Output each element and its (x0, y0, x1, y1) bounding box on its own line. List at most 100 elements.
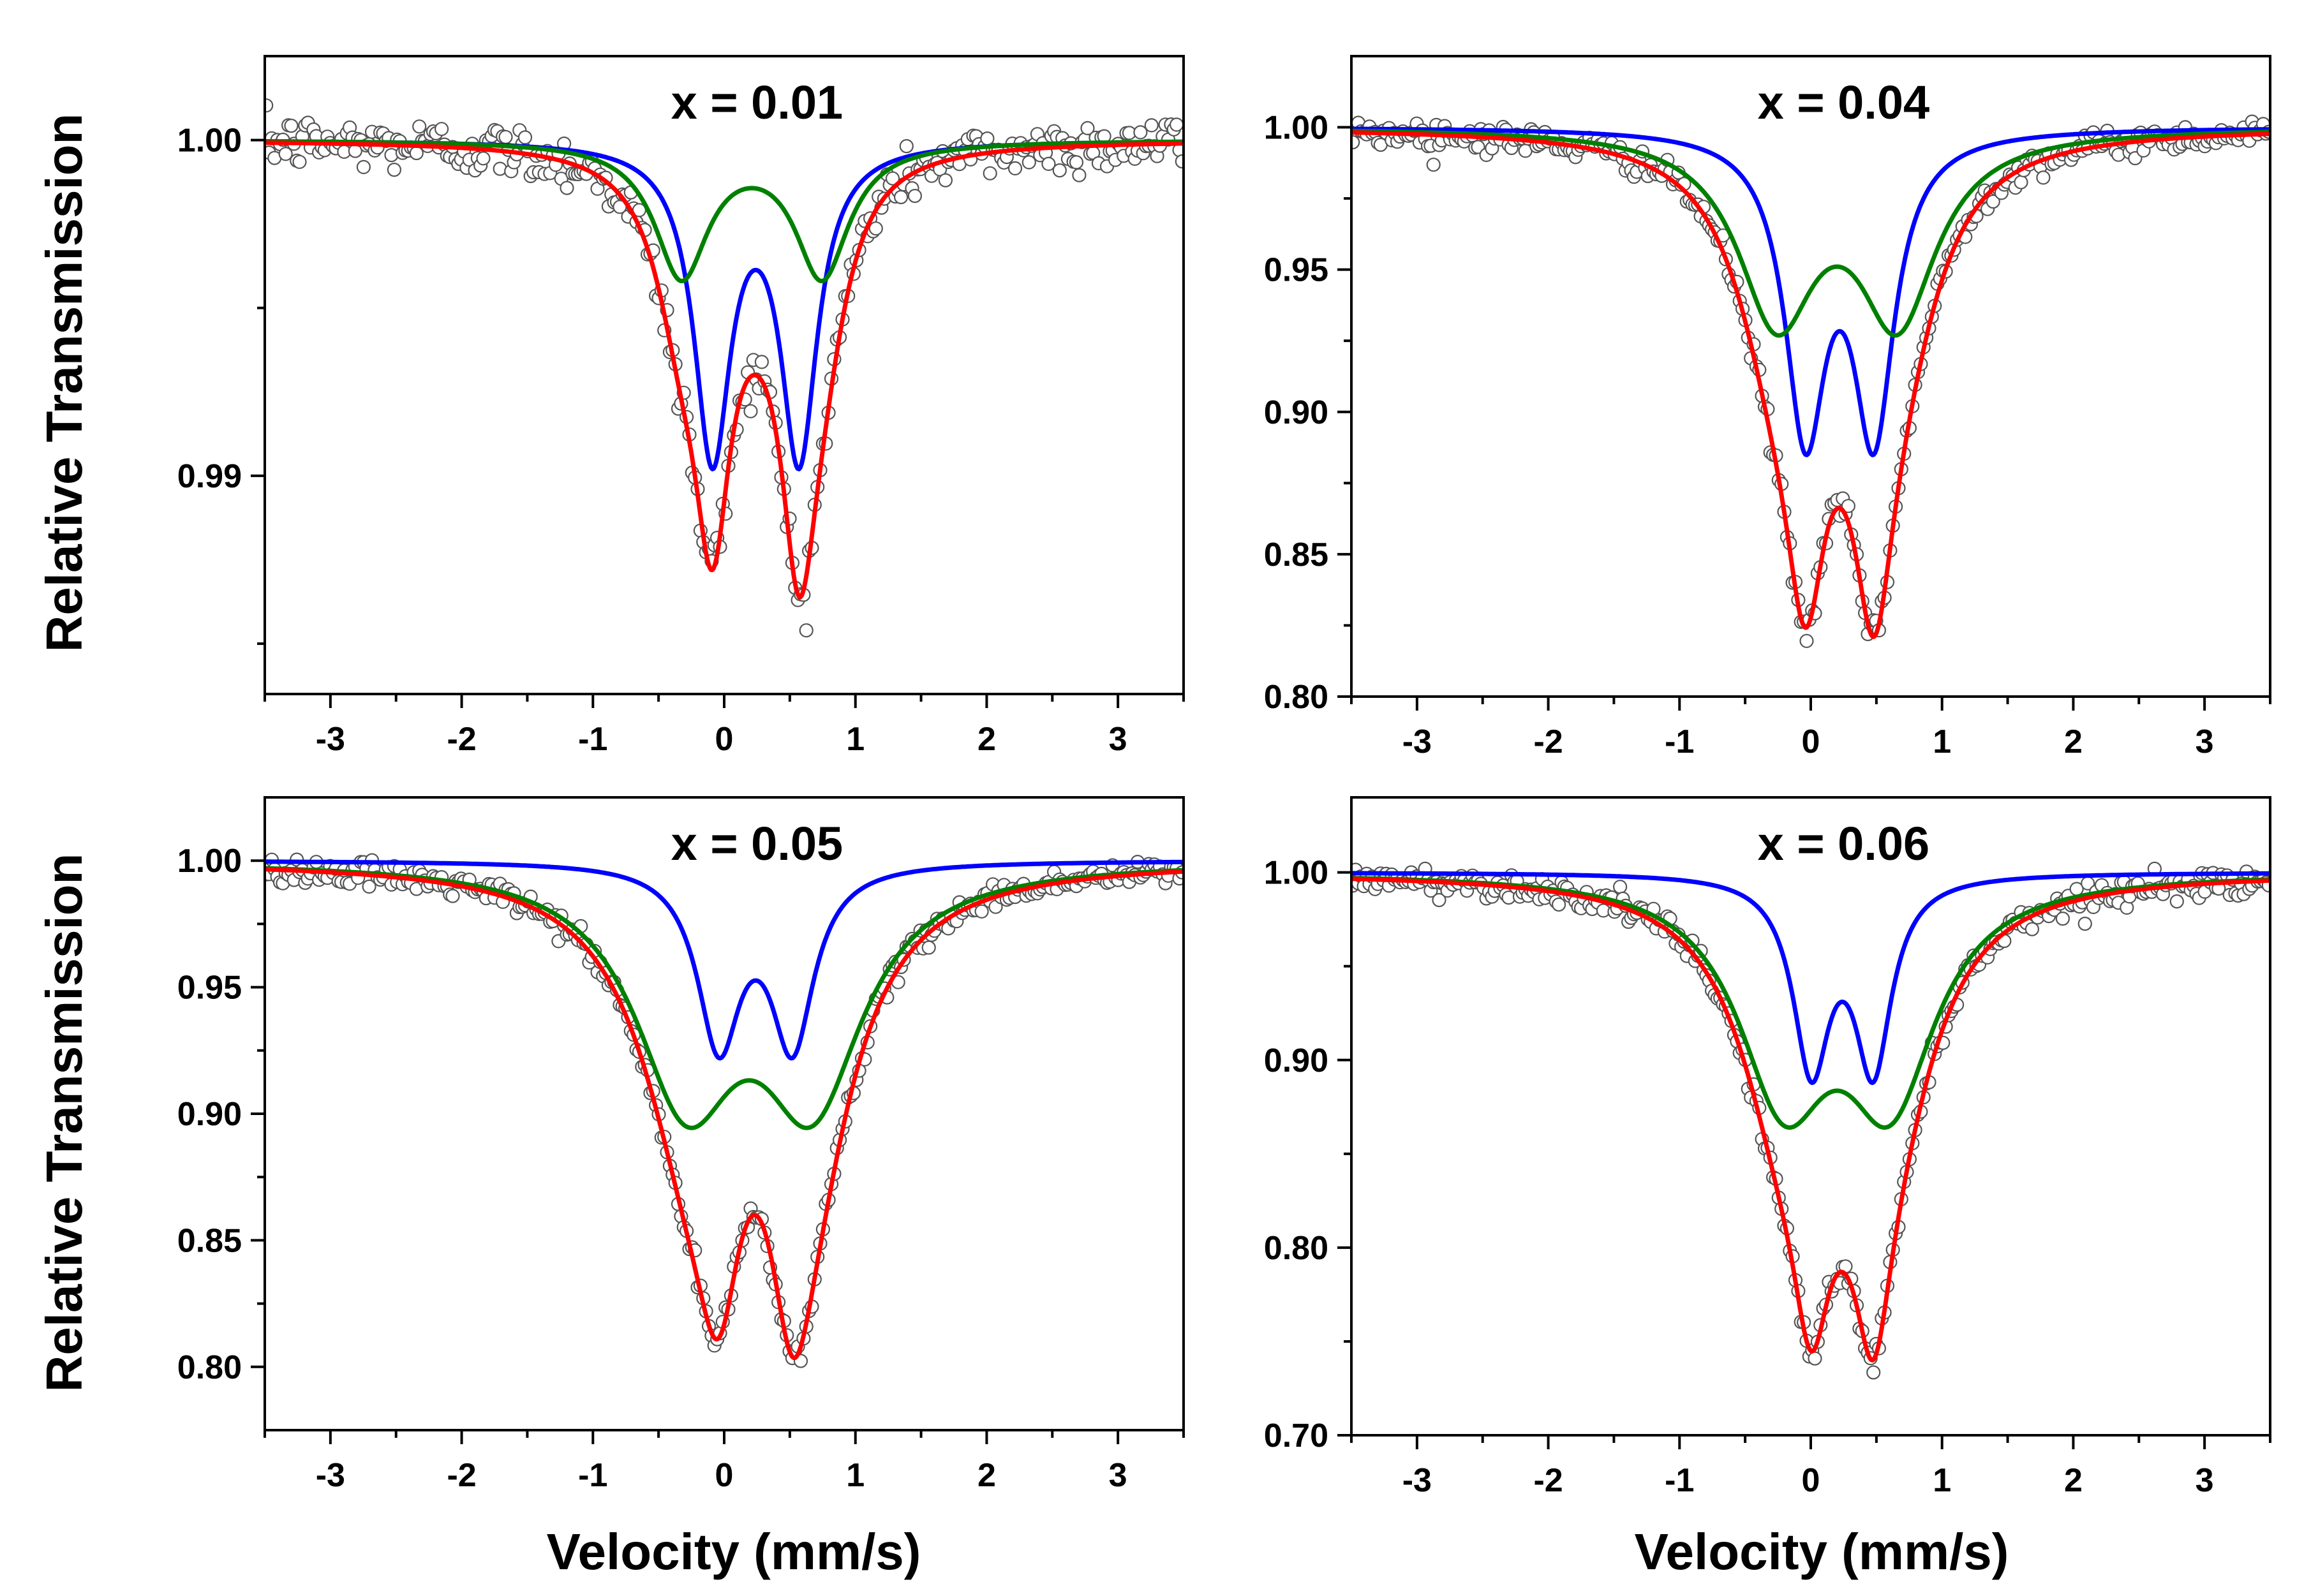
data-point (754, 355, 769, 369)
data-point (265, 98, 274, 113)
data-point (1069, 155, 1084, 170)
data-point (292, 154, 307, 169)
data-point (1144, 118, 1159, 133)
fit-component-2-line (265, 139, 1184, 284)
x-tick-label: 0 (1802, 723, 1820, 760)
x-tick-label: 1 (846, 721, 865, 758)
y-tick-label: 1.00 (177, 843, 242, 880)
x-tick-label: 1 (1933, 723, 1951, 760)
y-tick-label: 0.80 (1264, 1230, 1328, 1267)
y-tick-label: 0.70 (1264, 1417, 1328, 1454)
data-point (885, 171, 900, 186)
data-point (893, 189, 909, 205)
data-point (356, 159, 371, 174)
x-tick-label: 3 (1109, 721, 1127, 758)
x-tick-label: -2 (1533, 723, 1563, 760)
data-point (1080, 121, 1095, 135)
x-tick-label: 3 (1109, 1457, 1127, 1494)
data-point (1041, 156, 1056, 171)
x-tick-label: 2 (977, 1457, 996, 1494)
data-point (517, 130, 533, 145)
data-point (1351, 135, 1360, 150)
data-point (409, 145, 424, 161)
data-point (2025, 922, 2039, 936)
data-point (974, 904, 989, 919)
x-axis-title-left: Velocity (mm/s) (547, 1523, 921, 1580)
data-point (1170, 117, 1184, 132)
fit-component-1-line (1351, 871, 2270, 1085)
data-point (362, 879, 376, 894)
panel-title: x = 0.05 (671, 817, 843, 870)
data-point (899, 139, 914, 154)
data-point (743, 404, 758, 418)
x-tick-label: -1 (578, 721, 607, 758)
y-tick-label: 0.90 (1264, 1042, 1328, 1079)
panel-title: x = 0.04 (1758, 76, 1930, 129)
y-tick-label: 0.90 (1264, 394, 1328, 431)
data-points (265, 98, 1184, 638)
data-point (1841, 499, 1855, 514)
data-point (1799, 633, 1814, 648)
x-tick-label: -3 (316, 721, 345, 758)
data-point (1022, 155, 1036, 170)
fit-component-1-line (265, 139, 1184, 471)
data-point (387, 163, 402, 177)
x-tick-label: 1 (846, 1457, 865, 1494)
data-point (1175, 154, 1184, 169)
panel-title: x = 0.01 (671, 76, 843, 129)
fit-component-1-line (1351, 126, 2270, 457)
y-tick-label: 1.00 (177, 122, 242, 159)
fit-total-line (265, 867, 1184, 1361)
data-points (1351, 861, 2270, 1380)
data-point (1552, 897, 1566, 912)
data-point (498, 129, 513, 144)
x-tick-label: 1 (1933, 1462, 1951, 1499)
x-tick-label: -3 (316, 1457, 345, 1494)
data-point (445, 889, 460, 903)
data-point (2014, 175, 2028, 189)
data-point (907, 189, 923, 203)
x-tick-label: -2 (447, 1457, 476, 1494)
y-tick-label: 0.95 (177, 970, 242, 1007)
data-point (434, 122, 449, 137)
data-point (284, 119, 299, 133)
y-tick-label: 0.85 (177, 1222, 242, 1259)
data-point (1052, 163, 1067, 178)
panel-3: -3 -2 -1 0 1 2 3 0.80 0.85 0.90 0.95 1.00 x = 0.05 (177, 796, 1185, 1494)
fit-total-line (1351, 876, 2270, 1363)
data-point (1007, 161, 1023, 175)
data-points (265, 852, 1184, 1368)
x-tick-label: 0 (715, 721, 734, 758)
fit-component-1-line (265, 859, 1184, 1061)
fit-component-2-line (265, 866, 1184, 1130)
x-tick-label: -1 (1665, 1462, 1694, 1499)
panel-4: -3 -2 -1 0 1 2 3 0.70 0.80 0.90 1.00 x = 0.06 (1264, 796, 2271, 1499)
y-tick-label: 1.00 (1264, 110, 1328, 147)
data-point (2169, 894, 2184, 909)
x-tick-label: -3 (1402, 723, 1432, 760)
y-tick-label: 0.85 (1264, 536, 1328, 573)
data-point (1072, 168, 1087, 182)
y-tick-label: 0.80 (1264, 679, 1328, 716)
x-tick-label: 3 (2196, 723, 2214, 760)
data-point (412, 119, 427, 134)
data-point (1613, 880, 1628, 894)
y-tick-label: 0.90 (177, 1096, 242, 1133)
x-tick-label: 0 (715, 1457, 734, 1494)
data-point (1808, 1351, 1822, 1366)
data-point (1866, 1365, 1881, 1380)
data-point (560, 181, 574, 195)
data-point (2055, 911, 2070, 926)
data-point (983, 166, 997, 181)
x-tick-label: -3 (1402, 1462, 1432, 1499)
y-tick-label: 0.99 (177, 458, 242, 495)
x-tick-label: 2 (2064, 1462, 2083, 1499)
y-tick-label: 0.80 (177, 1349, 242, 1386)
x-tick-label: 3 (2196, 1462, 2214, 1499)
data-point (1432, 892, 1446, 908)
panel-title: x = 0.06 (1758, 817, 1930, 870)
fit-total-line (265, 140, 1184, 600)
data-point (476, 151, 491, 166)
data-point (938, 173, 953, 188)
